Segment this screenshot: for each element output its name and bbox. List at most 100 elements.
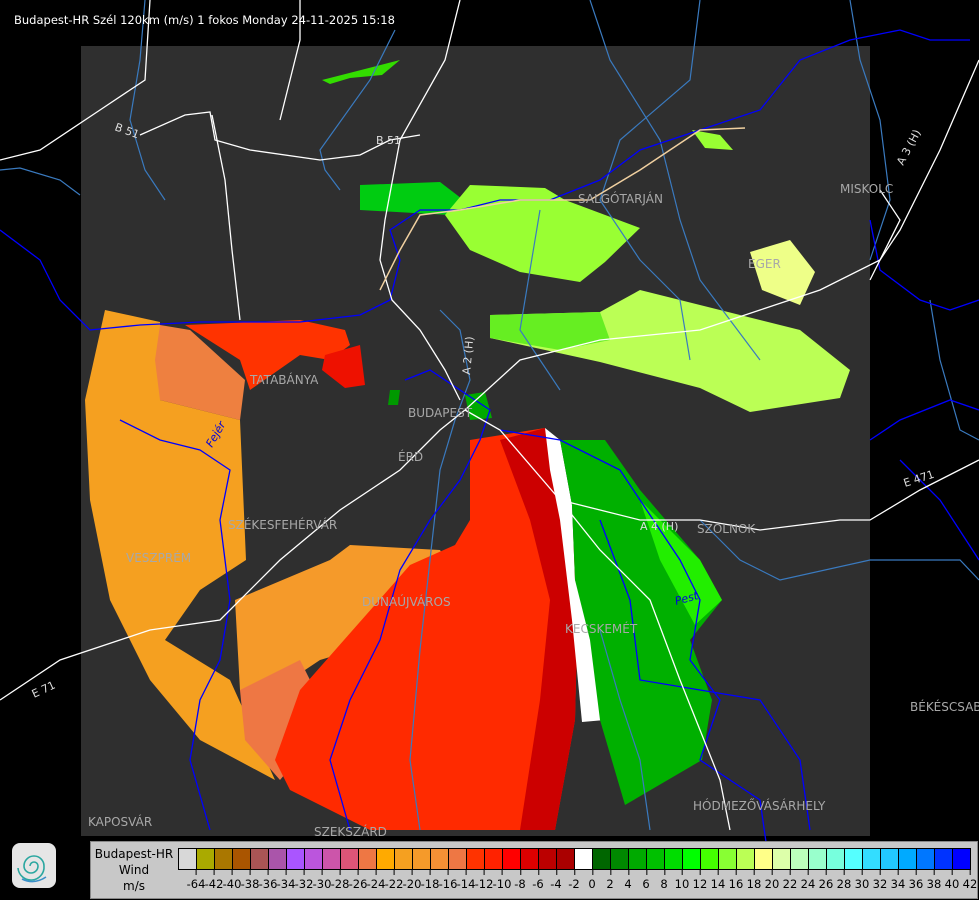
legend-unit: m/s	[123, 879, 145, 893]
legend-swatch	[719, 849, 737, 869]
wind-echoes	[85, 60, 850, 830]
legend-swatch	[449, 849, 467, 869]
city-labels: SALGÓTARJÁN EGER MISKOLC TATABÁNYA BUDAP…	[88, 182, 979, 839]
legend-tick-label: -34	[277, 869, 295, 891]
legend-swatch	[935, 849, 953, 869]
legend-swatch	[341, 849, 359, 869]
city-label-szekesfehervar: SZÉKESFEHÉRVÁR	[228, 517, 337, 532]
legend-tick-label: -24	[367, 869, 385, 891]
legend-swatch	[773, 849, 791, 869]
echo-middle-band-green	[490, 312, 610, 350]
city-label-dunaujvaros: DUNAÚJVÁROS	[362, 594, 451, 609]
legend-swatch	[359, 849, 377, 869]
echo-west-orange-dark	[155, 325, 245, 420]
legend-swatches	[178, 848, 971, 870]
legend-swatch	[917, 849, 935, 869]
legend-tick-label: 8	[660, 869, 668, 891]
city-label-budapest: BUDAPEST	[408, 406, 473, 420]
city-label-szolnok: SZOLNOK	[697, 522, 756, 536]
city-label-veszprem: VESZPRÉM	[126, 550, 191, 565]
legend-swatch	[611, 849, 629, 869]
legend-tick-label: -28	[331, 869, 349, 891]
echo-north-red	[185, 320, 350, 390]
legend-tick-label: -40	[223, 869, 241, 891]
legend-swatch	[251, 849, 269, 869]
legend-tick-label: 26	[819, 869, 833, 891]
legend-swatch	[215, 849, 233, 869]
legend-swatch	[539, 849, 557, 869]
legend-tick-label: -8	[514, 869, 526, 891]
legend-tick-label: 24	[801, 869, 815, 891]
legend-swatch	[377, 849, 395, 869]
legend-tick-label: 38	[927, 869, 941, 891]
echo-eger	[750, 240, 815, 305]
legend-swatch	[827, 849, 845, 869]
legend-tick-label: -32	[295, 869, 313, 891]
echo-south-red	[275, 428, 578, 830]
legend-tick-label: 32	[873, 869, 887, 891]
legend-tick-label: -30	[313, 869, 331, 891]
city-label-salgotarjan: SALGÓTARJÁN	[578, 191, 663, 206]
legend-title: Budapest-HR Wind m/s	[91, 846, 177, 894]
legend-swatch	[287, 849, 305, 869]
legend-tick-label: -20	[403, 869, 421, 891]
legend-swatch	[593, 849, 611, 869]
legend-swatch	[557, 849, 575, 869]
legend-swatch	[413, 849, 431, 869]
echo-salgotarjan-small	[692, 130, 733, 150]
border-river-ipoly	[379, 127, 746, 291]
echo-north-lime-band	[445, 185, 640, 282]
legend-tick-label: 34	[891, 869, 905, 891]
city-label-kecskemet: KECSKEMÉT	[565, 621, 638, 636]
legend-tick-label: -18	[421, 869, 439, 891]
legend-swatch	[197, 849, 215, 869]
legend-tick-label: -64	[187, 869, 205, 891]
legend-tick-labels: -64 -42 -40 -38 -36 -34 -32 -30 -28 -26 -24 -22 -20-…	[178, 869, 978, 899]
legend-tick-label: -36	[259, 869, 277, 891]
legend-tick-label: 30	[855, 869, 869, 891]
echo-east-green	[560, 440, 722, 805]
legend-swatch	[809, 849, 827, 869]
legend-tick-label: 18	[747, 869, 761, 891]
roads	[0, 0, 979, 831]
legend-swatch	[881, 849, 899, 869]
legend-radar-name: Budapest-HR	[94, 847, 174, 861]
legend-tick-label: 4	[624, 869, 632, 891]
legend-swatch	[647, 849, 665, 869]
borders	[0, 29, 979, 871]
city-label-erd: ÉRD	[398, 449, 423, 464]
legend-tick-label: 10	[675, 869, 689, 891]
road-label-a4: A 4 (H)	[640, 520, 678, 533]
echo-budapest-green	[465, 392, 492, 420]
road-label-e71: E 71	[30, 679, 58, 701]
road-label-a2: A 2 (H)	[460, 336, 476, 375]
legend-tick-label: 36	[909, 869, 923, 891]
legend-tick-label: -16	[439, 869, 457, 891]
legend-swatch	[845, 849, 863, 869]
legend-swatch	[683, 849, 701, 869]
legend-swatch	[179, 849, 197, 869]
legend-tick-label: 12	[693, 869, 707, 891]
legend-tick-label: 22	[783, 869, 797, 891]
legend-tick-label: 0	[588, 869, 596, 891]
legend-tick-label: 14	[711, 869, 725, 891]
echo-north-red-blob	[322, 345, 365, 388]
legend-tick-label: 2	[606, 869, 614, 891]
legend-tick-label: 28	[837, 869, 851, 891]
legend-tick-label: 16	[729, 869, 743, 891]
legend-tick-label: -12	[475, 869, 493, 891]
legend-tick-label: 42	[963, 869, 977, 891]
echo-white-band	[545, 428, 605, 722]
road-label-b51-east: B 51	[376, 134, 401, 147]
legend-swatch	[503, 849, 521, 869]
city-label-szekszard: SZEKSZÁRD	[314, 824, 387, 839]
legend-swatch	[665, 849, 683, 869]
county-label-pest: Pest	[673, 589, 700, 608]
legend-tick-label: 40	[945, 869, 959, 891]
legend-tick-label: -26	[349, 869, 367, 891]
legend-swatch	[233, 849, 251, 869]
legend-swatch	[629, 849, 647, 869]
legend-swatch	[521, 849, 539, 869]
legend-swatch	[431, 849, 449, 869]
